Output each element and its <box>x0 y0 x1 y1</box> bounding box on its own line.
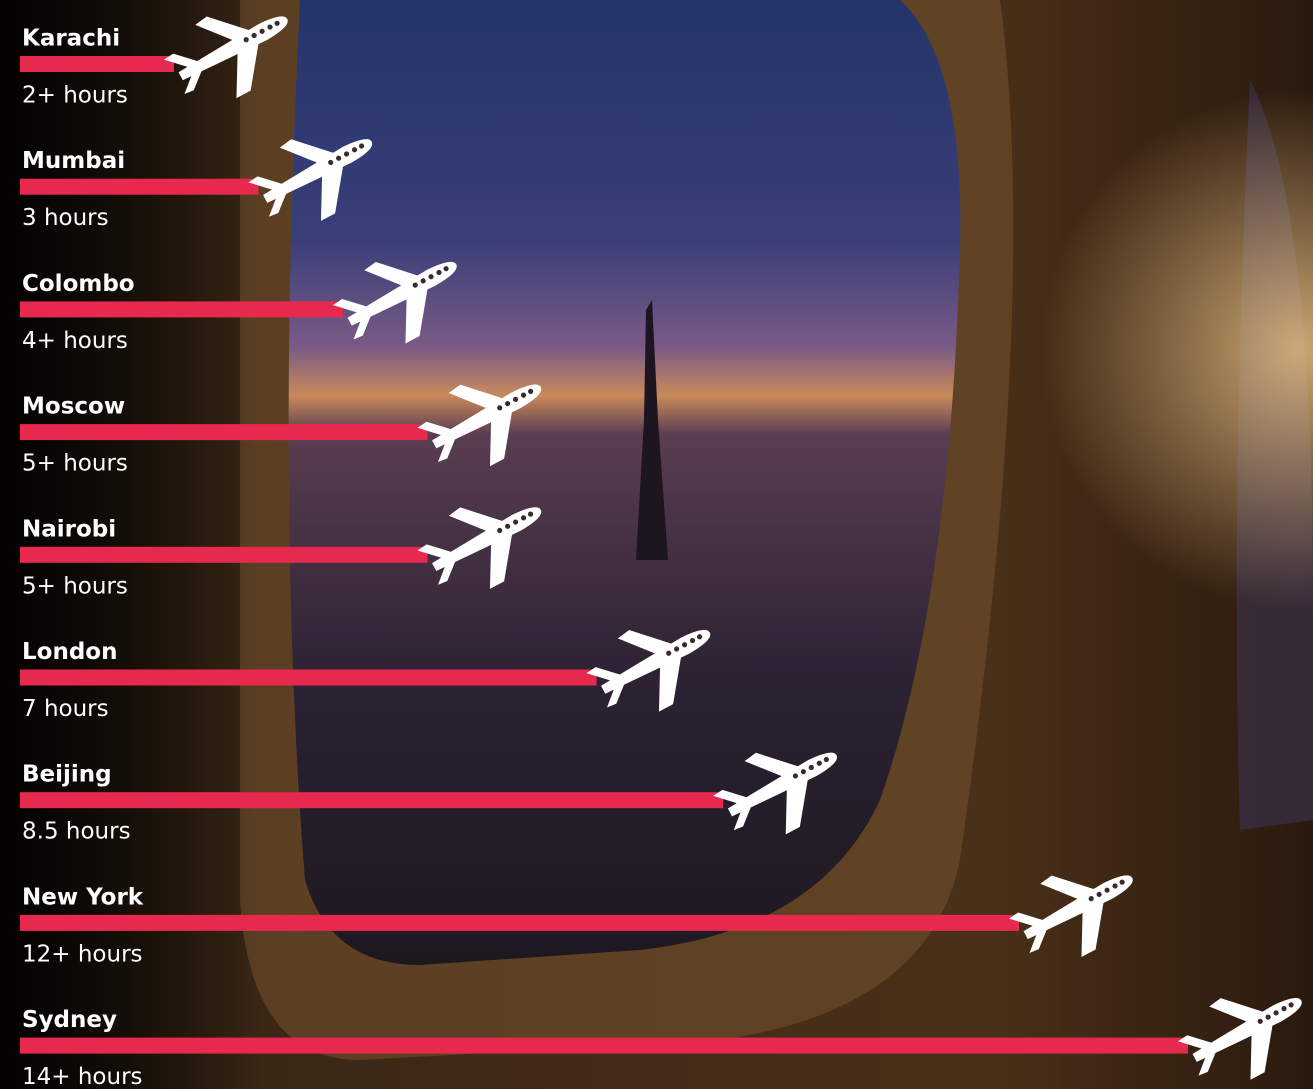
duration-label: 12+ hours <box>22 941 143 967</box>
duration-label: 14+ hours <box>22 1064 143 1089</box>
city-label: Sydney <box>22 1007 117 1033</box>
duration-label: 8.5 hours <box>22 819 131 845</box>
duration-label: 7 hours <box>22 696 109 722</box>
bar <box>20 792 724 809</box>
bar <box>20 546 428 563</box>
city-label: New York <box>22 884 144 910</box>
bar <box>20 178 259 195</box>
chart: Karachi 2+ hours Mumbai 3 hours Colombo 4+ ho… <box>20 0 1313 1089</box>
city-label: Beijing <box>22 762 112 788</box>
duration-label: 4+ hours <box>22 328 128 354</box>
duration-label: 5+ hours <box>22 573 128 599</box>
bar <box>20 1037 1188 1054</box>
bar <box>20 914 1019 931</box>
city-label: Nairobi <box>22 516 116 542</box>
bar <box>20 301 343 318</box>
duration-label: 3 hours <box>22 205 109 231</box>
bar <box>20 669 597 686</box>
city-label: Colombo <box>22 271 135 297</box>
city-label: Karachi <box>22 26 120 52</box>
city-label: Moscow <box>22 394 125 420</box>
city-label: Mumbai <box>22 148 125 174</box>
city-label: London <box>22 639 117 665</box>
bar <box>20 56 174 72</box>
duration-label: 2+ hours <box>22 83 128 109</box>
bar <box>20 424 428 441</box>
duration-label: 5+ hours <box>22 451 128 477</box>
